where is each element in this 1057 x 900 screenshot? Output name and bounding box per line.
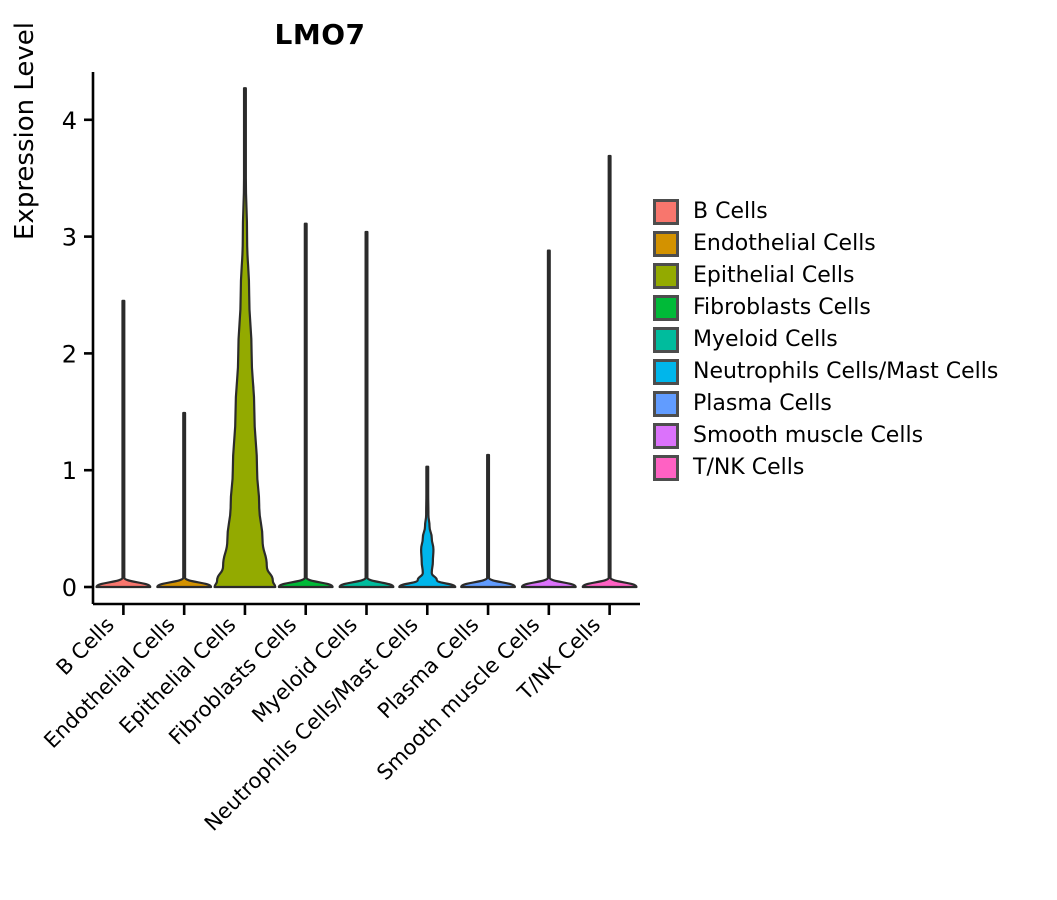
legend-item-label: Neutrophils Cells/Mast Cells xyxy=(693,359,999,384)
legend-color-swatch xyxy=(653,423,679,449)
y-tick-label: 2 xyxy=(62,340,77,368)
violin-shape xyxy=(398,465,457,589)
legend-item-label: Smooth muscle Cells xyxy=(693,423,924,448)
y-axis-ticks: 0 1 2 3 4 xyxy=(62,107,93,602)
page-title: LMO7 xyxy=(274,18,366,51)
violin-series-group xyxy=(95,87,638,589)
violin-shape xyxy=(460,453,516,589)
violin-shape xyxy=(520,249,577,589)
legend-item[interactable]: Fibroblasts Cells xyxy=(653,292,998,324)
legend-item[interactable]: B Cells xyxy=(653,196,998,228)
legend-item-label: Myeloid Cells xyxy=(693,327,838,352)
y-tick-label: 1 xyxy=(62,457,77,485)
legend-item-label: Fibroblasts Cells xyxy=(693,295,871,320)
legend-color-swatch xyxy=(653,327,679,353)
legend-color-swatch xyxy=(653,263,679,289)
y-tick-label: 4 xyxy=(62,107,77,135)
legend-color-swatch xyxy=(653,199,679,225)
legend-item[interactable]: Myeloid Cells xyxy=(653,324,998,356)
legend-item-label: T/NK Cells xyxy=(693,455,805,480)
legend-color-swatch xyxy=(653,359,679,385)
y-tick-label: 3 xyxy=(62,224,77,252)
x-tick-label: Myeloid Cells xyxy=(247,613,362,728)
legend-item-label: Plasma Cells xyxy=(693,391,832,416)
legend-item[interactable]: T/NK Cells xyxy=(653,452,998,484)
violin-shape xyxy=(581,154,638,589)
violin-shape xyxy=(277,222,334,589)
legend-item-label: Endothelial Cells xyxy=(693,231,876,256)
legend-item[interactable]: Epithelial Cells xyxy=(653,260,998,292)
legend-item-label: Epithelial Cells xyxy=(693,263,855,288)
legend-item[interactable]: Plasma Cells xyxy=(653,388,998,420)
legend-item[interactable]: Neutrophils Cells/Mast Cells xyxy=(653,356,998,388)
legend-color-swatch xyxy=(653,455,679,481)
violin-shape xyxy=(213,87,277,589)
legend-color-swatch xyxy=(653,295,679,321)
legend-item[interactable]: Endothelial Cells xyxy=(653,228,998,260)
violin-shape xyxy=(156,411,213,589)
violin-shape xyxy=(338,230,395,589)
violin-shape xyxy=(95,299,152,589)
legend-color-swatch xyxy=(653,231,679,257)
legend-item-label: B Cells xyxy=(693,199,768,224)
y-tick-label: 0 xyxy=(62,574,77,602)
legend: B Cells Endothelial Cells Epithelial Cells… xyxy=(653,196,998,484)
legend-color-swatch xyxy=(653,391,679,417)
legend-item[interactable]: Smooth muscle Cells xyxy=(653,420,998,452)
